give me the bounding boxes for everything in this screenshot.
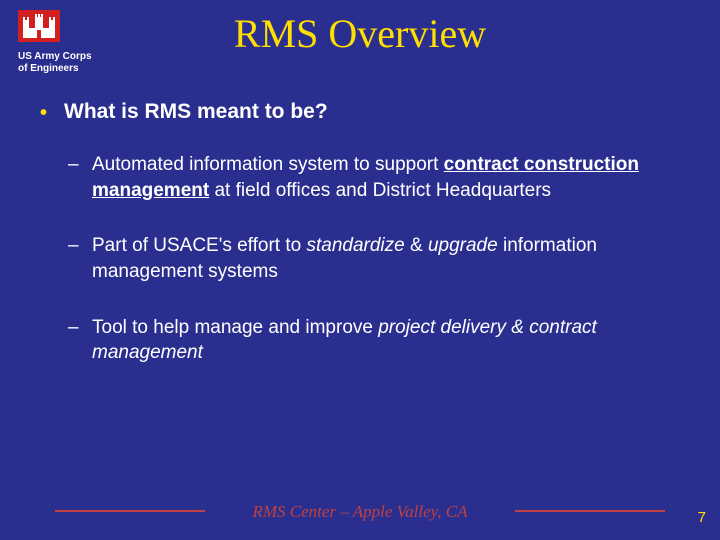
item-post: at field offices and District Headquarte… bbox=[209, 180, 551, 201]
slide-content: • What is RMS meant to be? – Automated i… bbox=[40, 100, 680, 396]
page-number: 7 bbox=[698, 509, 706, 526]
dash-icon: – bbox=[68, 152, 79, 178]
item-mid: & bbox=[405, 235, 428, 256]
bullet-level2: – Part of USACE's effort to standardize … bbox=[68, 233, 680, 284]
bullet-level1: • What is RMS meant to be? bbox=[40, 100, 680, 124]
dash-icon: – bbox=[68, 233, 79, 259]
bullet-level2: – Tool to help manage and improve projec… bbox=[68, 315, 680, 366]
item-emph2: upgrade bbox=[428, 235, 498, 256]
footer-rule-right bbox=[515, 510, 665, 512]
bullet-level2: – Automated information system to suppor… bbox=[68, 152, 680, 203]
item-pre: Automated information system to support bbox=[92, 154, 444, 175]
slide: US Army Corps of Engineers RMS Overview … bbox=[0, 0, 720, 540]
bullet-main-text: What is RMS meant to be? bbox=[64, 100, 328, 123]
item-emph: standardize bbox=[306, 235, 404, 256]
slide-title: RMS Overview bbox=[0, 10, 720, 57]
item-pre: Part of USACE's effort to bbox=[92, 235, 306, 256]
footer-text: RMS Center – Apple Valley, CA bbox=[0, 502, 720, 522]
dash-icon: – bbox=[68, 315, 79, 341]
item-pre: Tool to help manage and improve bbox=[92, 317, 378, 338]
bullet-dot-icon: • bbox=[40, 102, 47, 125]
org-line2: of Engineers bbox=[18, 63, 79, 74]
